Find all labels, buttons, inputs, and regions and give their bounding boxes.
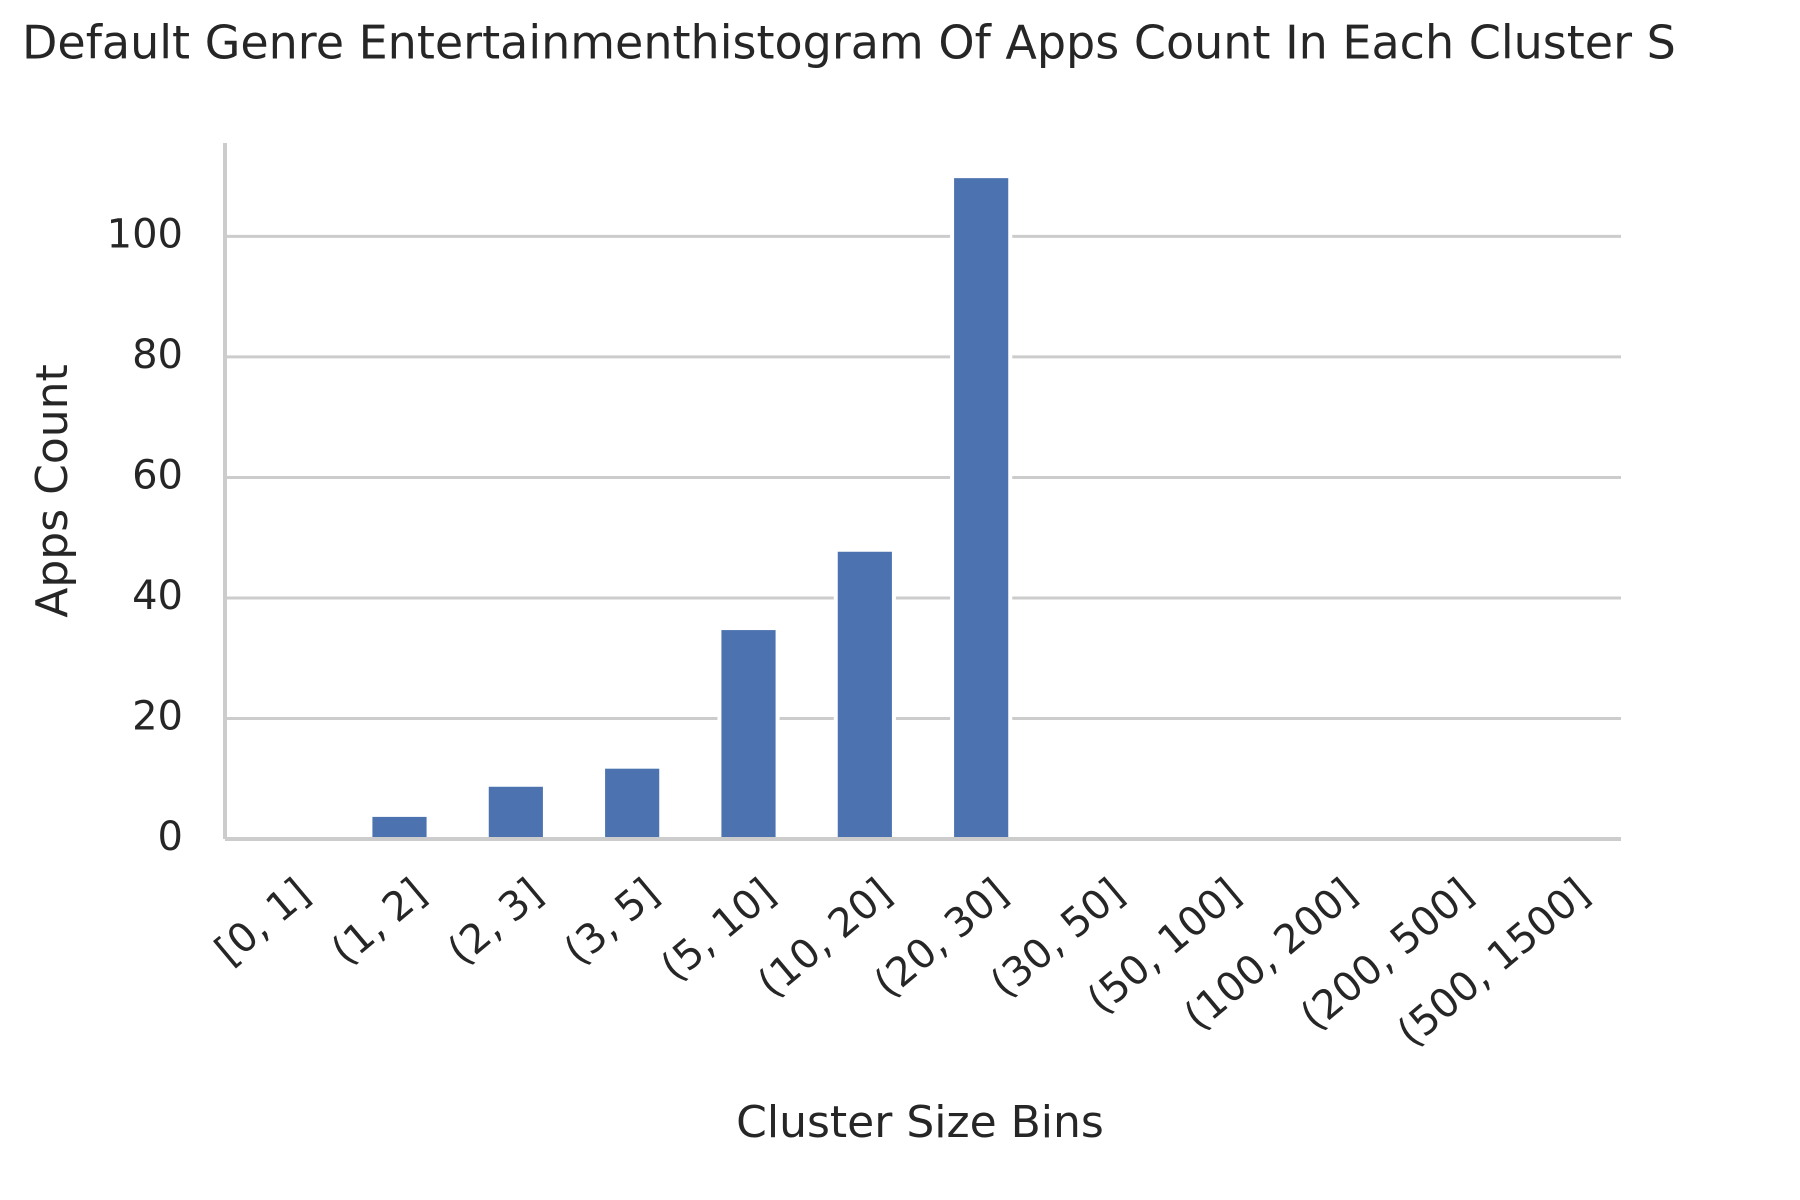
- y-tick-label: 20: [132, 693, 183, 739]
- chart-title: Default Genre Entertainmenthistogram Of …: [22, 16, 1676, 70]
- x-axis-label: Cluster Size Bins: [736, 1097, 1104, 1148]
- y-tick-label: 40: [132, 573, 183, 619]
- y-tick-label: 80: [132, 332, 183, 378]
- bar: [368, 812, 431, 842]
- bar: [601, 764, 664, 841]
- y-tick-label: 0: [158, 814, 183, 860]
- y-tick-label: 100: [107, 211, 183, 257]
- x-tick-label: [0, 1]: [207, 870, 319, 974]
- y-axis-label: Apps Count: [27, 364, 78, 618]
- x-tick-label: (1, 2]: [323, 870, 435, 974]
- x-tick-label: (3, 5]: [556, 870, 668, 974]
- bar: [950, 174, 1013, 841]
- bar: [484, 782, 547, 841]
- x-tick-label: (2, 3]: [439, 870, 551, 974]
- bar: [833, 547, 896, 841]
- bar: [717, 626, 780, 841]
- y-tick-label: 60: [132, 452, 183, 498]
